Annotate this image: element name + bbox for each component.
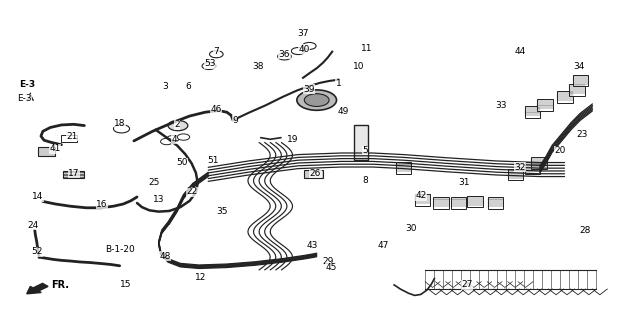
Text: 47: 47 <box>378 241 389 250</box>
Bar <box>531 157 546 169</box>
Text: 48: 48 <box>159 252 171 261</box>
Text: 36: 36 <box>279 50 290 59</box>
Text: 38: 38 <box>252 62 263 71</box>
Text: 33: 33 <box>496 101 507 110</box>
Text: 24: 24 <box>27 221 39 230</box>
Text: 53: 53 <box>204 59 216 68</box>
Text: 17: 17 <box>68 169 79 178</box>
FancyArrow shape <box>27 284 48 294</box>
Bar <box>569 84 585 96</box>
Bar <box>38 147 55 156</box>
Text: FR.: FR. <box>52 280 70 290</box>
Bar <box>525 107 540 118</box>
Text: 34: 34 <box>573 62 584 71</box>
Bar <box>433 197 449 209</box>
Text: 6: 6 <box>186 82 191 91</box>
Text: 11: 11 <box>361 44 372 53</box>
Bar <box>557 91 573 103</box>
Bar <box>573 75 588 86</box>
Text: 18: 18 <box>114 119 125 128</box>
Circle shape <box>177 134 189 140</box>
Text: 26: 26 <box>310 169 321 178</box>
Text: 10: 10 <box>353 61 364 70</box>
Text: 32: 32 <box>514 163 525 172</box>
Circle shape <box>278 53 291 60</box>
Bar <box>487 197 503 209</box>
Circle shape <box>291 48 305 54</box>
Text: 20: 20 <box>555 146 566 155</box>
Text: 44: 44 <box>514 46 525 56</box>
Text: E-3: E-3 <box>19 80 35 89</box>
Text: 23: 23 <box>576 130 587 139</box>
Circle shape <box>304 94 329 107</box>
Text: 28: 28 <box>579 226 591 235</box>
Text: 43: 43 <box>307 241 318 250</box>
Circle shape <box>297 90 337 110</box>
Text: 1: 1 <box>335 79 342 88</box>
Text: 50: 50 <box>176 158 188 167</box>
Bar <box>525 162 540 174</box>
Text: 49: 49 <box>338 107 349 116</box>
Text: 15: 15 <box>120 280 132 289</box>
Text: 7: 7 <box>214 47 219 56</box>
Text: 21: 21 <box>66 132 78 140</box>
Circle shape <box>302 43 316 50</box>
Text: 16: 16 <box>96 200 107 209</box>
Text: 52: 52 <box>31 247 42 256</box>
Bar <box>61 134 77 141</box>
Text: 12: 12 <box>194 273 206 282</box>
Bar <box>396 162 412 174</box>
Bar <box>507 169 523 180</box>
Bar <box>415 194 430 205</box>
Text: 29: 29 <box>322 258 333 267</box>
Text: B-1-20: B-1-20 <box>105 245 135 254</box>
Text: 4: 4 <box>171 135 177 144</box>
Text: 45: 45 <box>325 263 337 272</box>
Circle shape <box>167 135 179 142</box>
Text: 37: 37 <box>297 29 309 38</box>
Text: 8: 8 <box>362 176 368 185</box>
Bar <box>63 171 84 179</box>
Text: 46: 46 <box>211 105 222 114</box>
Circle shape <box>114 124 130 133</box>
Text: 31: 31 <box>458 179 470 188</box>
Text: 25: 25 <box>148 179 160 188</box>
Text: 30: 30 <box>406 224 417 233</box>
Bar <box>537 100 553 111</box>
Text: 39: 39 <box>304 85 315 94</box>
Circle shape <box>202 62 215 69</box>
Text: 22: 22 <box>186 188 197 196</box>
Text: 2: 2 <box>175 120 180 130</box>
Text: 9: 9 <box>232 116 238 125</box>
Circle shape <box>168 121 188 131</box>
Text: 35: 35 <box>217 207 229 216</box>
Circle shape <box>209 51 223 58</box>
Text: 40: 40 <box>299 44 310 54</box>
Text: 5: 5 <box>362 146 368 155</box>
Text: 51: 51 <box>207 156 219 165</box>
Bar <box>354 125 368 160</box>
Text: 14: 14 <box>32 192 43 201</box>
Bar <box>450 197 466 209</box>
Bar <box>304 170 323 178</box>
Text: 19: 19 <box>288 135 299 144</box>
Text: 42: 42 <box>415 191 427 200</box>
Text: 27: 27 <box>461 280 473 289</box>
Bar <box>467 196 483 207</box>
Circle shape <box>161 138 173 145</box>
Text: 13: 13 <box>153 195 165 204</box>
Text: E-3: E-3 <box>17 94 32 103</box>
Text: 41: 41 <box>50 144 61 153</box>
Text: 3: 3 <box>162 82 168 91</box>
